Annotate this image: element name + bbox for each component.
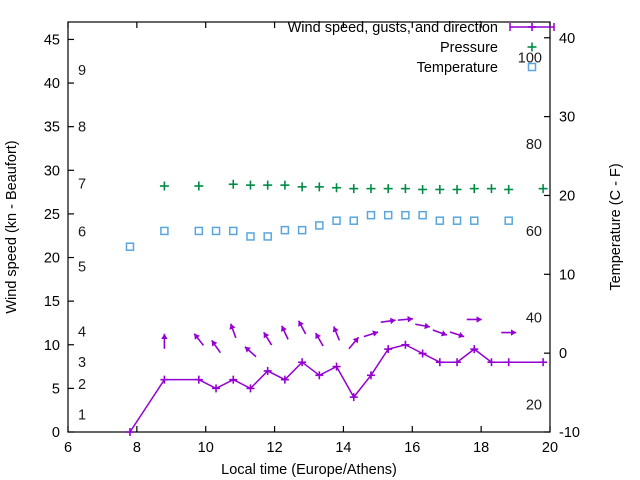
arrow-head [244,346,251,353]
temperature-marker [383,210,393,220]
series-temperature [125,210,513,251]
arrow-head [510,329,517,336]
x-tick-label: 10 [198,440,214,456]
arrow-head [476,316,482,323]
x-tick-label: 16 [404,440,420,456]
y-tick-label: 5 [52,381,60,397]
fahrenheit-label: 60 [526,224,542,240]
temperature-marker [401,210,410,220]
temperature-marker [332,216,341,225]
y-tick-label: 10 [44,338,60,354]
y2-tick-label: 30 [559,110,575,126]
beaufort-label: 6 [78,224,86,240]
wind-speed-line [129,343,544,433]
x-tick-label: 12 [267,440,283,456]
beaufort-label: 4 [78,325,86,341]
y-tick-label: 0 [52,425,60,441]
plot-frame [67,21,551,433]
arrow-head [263,332,270,339]
temperature-marker [246,232,255,241]
y2-tick-label: -10 [559,425,580,441]
temperature-marker [229,226,238,236]
beaufort-label: 5 [78,259,86,275]
arrow-head [161,333,168,339]
legend-marker [527,62,537,72]
y2-tick-label: 10 [559,267,575,283]
beaufort-label: 8 [78,120,86,136]
arrow-head [458,331,465,339]
x-axis-title: Local time (Europe/Athens) [221,462,397,478]
y-tick-label: 30 [44,163,60,179]
temperature-marker [211,226,221,236]
series-pressure [159,179,548,194]
temperature-marker [160,226,169,236]
temperature-marker [315,221,324,230]
arrow-head [440,330,447,337]
temperature-marker [504,216,513,225]
arrow-head [372,330,379,337]
temperature-marker [263,232,272,241]
temperature-marker [452,216,462,225]
y2-tick-label: 20 [559,188,575,204]
temperature-marker [470,216,479,225]
axis-labels-layer: 6 8 10 12 14 16 18 20051015202530354045-1001020… [4,31,624,478]
arrow-head [194,333,200,340]
fahrenheit-label: 20 [526,397,542,413]
temperature-marker [194,226,204,236]
beaufort-label: 3 [78,355,86,371]
arrow-head [315,333,321,340]
fahrenheit-label: 80 [526,137,542,153]
temperature-marker [418,210,427,220]
y-tick-label: 20 [44,251,60,267]
y2-axis-title: Temperature (C - F) [608,163,624,290]
temperature-marker [349,216,359,225]
arrow-head [352,337,359,344]
y-tick-label: 15 [44,294,60,310]
arrow-head [332,326,339,333]
arrow-head [229,323,236,330]
y2-tick-label: 0 [559,346,567,362]
temperature-marker [125,242,135,251]
wind-direction-arrows [161,316,517,358]
arrow-head [390,317,396,325]
arrow-head [407,316,413,323]
x-tick-label: 8 [133,440,141,456]
y-tick-label: 25 [44,207,60,223]
legend-label-0: Wind speed, gusts, and direction [288,20,498,36]
fahrenheit-label: 40 [526,311,542,327]
temperature-marker [435,216,445,225]
y-tick-label: 40 [44,76,60,92]
plot-frame-group [67,21,551,433]
x-tick-label: 18 [473,440,489,456]
beaufort-label: 9 [78,63,86,79]
temperature-marker [366,210,376,220]
y-axis-title: Wind speed (kn - Beaufort) [4,140,20,313]
temperature-marker [280,225,290,235]
beaufort-label: 7 [78,176,86,192]
arrow-head [281,325,287,332]
series-wind-speed [125,340,548,436]
y-tick-label: 45 [44,32,60,48]
x-tick-label: 6 [64,440,72,456]
x-tick-label: 14 [335,440,351,456]
x-tick-label: 20 [542,440,558,456]
legend: Wind speed, gusts, and direction Pressure… [288,20,555,76]
legend-label-1: Pressure [440,40,498,56]
y2-tick-label: 40 [559,31,575,47]
arrow-head [424,322,431,330]
temperature-marker [297,225,307,235]
beaufort-label: 1 [78,408,86,424]
beaufort-label: 2 [78,377,86,393]
data-series-layer [125,179,548,436]
fahrenheit-label: 100 [518,50,542,66]
legend-label-2: Temperature [417,60,498,76]
arrow-head [211,340,218,347]
arrow-head [298,320,304,327]
y-tick-label: 35 [44,120,60,136]
